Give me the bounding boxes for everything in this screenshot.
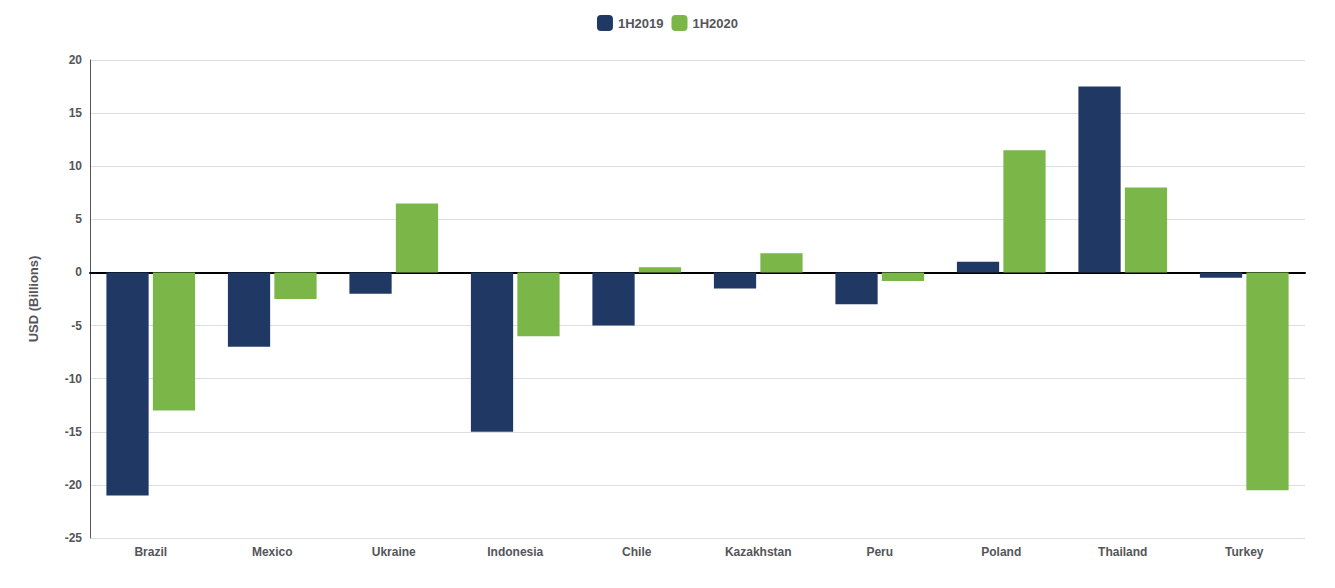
svg-text:5: 5 [75, 212, 82, 226]
svg-text:Poland: Poland [981, 545, 1021, 559]
svg-text:Ukraine: Ukraine [372, 545, 416, 559]
svg-text:0: 0 [75, 265, 82, 279]
svg-text:USD (Billions): USD (Billions) [26, 256, 41, 343]
svg-text:Peru: Peru [866, 545, 893, 559]
svg-text:Indonesia: Indonesia [487, 545, 543, 559]
svg-text:-5: -5 [71, 319, 82, 333]
svg-text:-20: -20 [65, 478, 83, 492]
svg-text:Chile: Chile [622, 545, 652, 559]
svg-text:Kazakhstan: Kazakhstan [725, 545, 792, 559]
svg-text:Turkey: Turkey [1225, 545, 1264, 559]
svg-text:10: 10 [69, 159, 83, 173]
svg-text:-25: -25 [65, 531, 83, 545]
svg-text:Brazil: Brazil [134, 545, 167, 559]
svg-text:1H2019: 1H2019 [618, 16, 664, 31]
svg-text:20: 20 [69, 53, 83, 67]
svg-text:1H2020: 1H2020 [693, 16, 739, 31]
svg-text:15: 15 [69, 106, 83, 120]
svg-text:-15: -15 [65, 425, 83, 439]
svg-text:-10: -10 [65, 372, 83, 386]
svg-text:Mexico: Mexico [252, 545, 293, 559]
svg-text:Thailand: Thailand [1098, 545, 1147, 559]
